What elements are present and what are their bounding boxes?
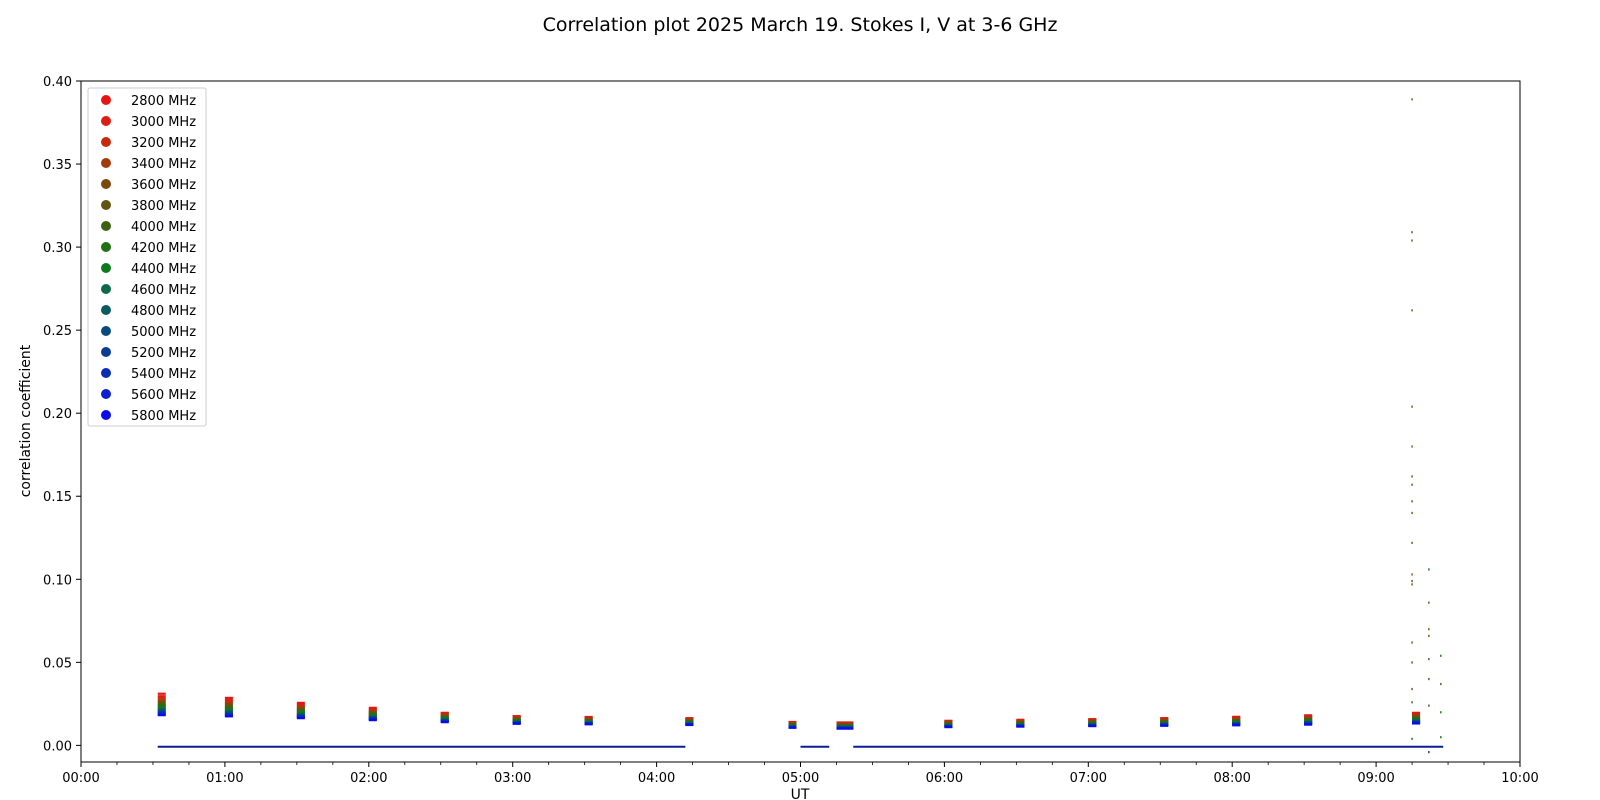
legend-marker bbox=[101, 389, 111, 399]
data-layer bbox=[157, 98, 1444, 754]
y-axis-label: correlation coefficient bbox=[18, 344, 34, 497]
legend-label: 4800 MHz bbox=[131, 304, 196, 319]
legend-label: 3600 MHz bbox=[131, 178, 196, 193]
legend-marker bbox=[101, 284, 111, 294]
legend-marker bbox=[101, 326, 111, 336]
series-3000-mhz bbox=[157, 695, 1421, 725]
outlier-point bbox=[1411, 445, 1413, 448]
y-tick-label: 0.05 bbox=[43, 656, 72, 671]
legend-label: 4400 MHz bbox=[131, 262, 196, 277]
outlier-point bbox=[1411, 541, 1413, 544]
y-tick-label: 0.00 bbox=[43, 739, 72, 754]
legend-marker bbox=[101, 347, 111, 357]
outlier-point bbox=[1428, 677, 1430, 681]
legend-label: 4600 MHz bbox=[131, 283, 196, 298]
y-tick-label: 0.30 bbox=[43, 241, 72, 256]
x-tick-label: 00:00 bbox=[62, 771, 99, 786]
x-axis: 00:00 01:00 02:00 03:00 04:00 05:00 06:00 07:00… bbox=[62, 762, 1539, 786]
outlier-point bbox=[1411, 239, 1413, 242]
legend-marker bbox=[101, 410, 111, 420]
legend-label: 5200 MHz bbox=[131, 346, 196, 361]
outlier-point bbox=[1411, 475, 1413, 478]
outlier-point bbox=[1411, 573, 1413, 576]
x-tick-label: 06:00 bbox=[926, 771, 963, 786]
legend-marker bbox=[101, 116, 111, 126]
x-tick-label: 09:00 bbox=[1357, 771, 1394, 786]
outlier-point bbox=[1428, 634, 1430, 637]
outlier-point bbox=[1428, 704, 1430, 707]
plot-frame bbox=[80, 80, 1521, 763]
outlier-point bbox=[1411, 483, 1413, 486]
series-5800-mhz bbox=[157, 714, 1421, 730]
outlier-point bbox=[1411, 231, 1413, 234]
legend-label: 4200 MHz bbox=[131, 241, 196, 256]
outlier-point bbox=[1411, 687, 1413, 691]
legend-marker bbox=[101, 158, 111, 168]
legend-marker bbox=[101, 137, 111, 147]
legend-marker bbox=[101, 221, 111, 231]
legend-marker bbox=[101, 200, 111, 210]
legend-label: 3400 MHz bbox=[131, 157, 196, 172]
x-tick-label: 05:00 bbox=[782, 771, 819, 786]
legend-label: 3200 MHz bbox=[131, 136, 196, 151]
legend-marker bbox=[101, 242, 111, 252]
x-tick-label: 04:00 bbox=[638, 771, 675, 786]
legend-marker bbox=[101, 263, 111, 273]
legend-marker bbox=[101, 95, 111, 105]
outlier-point bbox=[1440, 736, 1442, 739]
legend-label: 3800 MHz bbox=[131, 199, 196, 214]
outlier-point bbox=[1411, 511, 1413, 515]
legend-box bbox=[87, 87, 207, 427]
outlier-point bbox=[1411, 583, 1413, 586]
y-tick-label: 0.35 bbox=[43, 158, 72, 173]
outlier-point bbox=[1411, 405, 1413, 408]
outlier-point bbox=[1428, 751, 1430, 754]
legend-marker bbox=[101, 305, 111, 315]
outlier-point bbox=[1411, 641, 1413, 644]
series-3200-mhz bbox=[157, 697, 1421, 725]
outlier-point bbox=[1411, 500, 1413, 503]
x-tick-label: 07:00 bbox=[1070, 771, 1107, 786]
legend-marker bbox=[101, 368, 111, 378]
outlier-point bbox=[1411, 661, 1413, 664]
outlier-point bbox=[1411, 701, 1413, 704]
legend-label: 5400 MHz bbox=[131, 367, 196, 382]
legend-label: 3000 MHz bbox=[131, 115, 196, 130]
x-tick-label: 10:00 bbox=[1501, 771, 1538, 786]
outlier-point bbox=[1428, 628, 1430, 631]
outlier-point bbox=[1411, 309, 1413, 312]
x-tick-label: 08:00 bbox=[1213, 771, 1250, 786]
series-2800-mhz bbox=[157, 692, 1421, 724]
x-axis-label: UT bbox=[791, 787, 810, 800]
outlier-point bbox=[1411, 579, 1413, 583]
y-tick-label: 0.25 bbox=[43, 324, 72, 339]
legend-label: 2800 MHz bbox=[131, 94, 196, 109]
y-axis: 0.00 0.05 0.10 0.15 0.20 0.25 0.30 0.35 0.40 bbox=[43, 75, 81, 754]
outlier-point bbox=[1428, 568, 1430, 571]
y-tick-label: 0.15 bbox=[43, 490, 72, 505]
y-tick-label: 0.20 bbox=[43, 407, 72, 422]
legend-label: 5000 MHz bbox=[131, 325, 196, 340]
legend-marker bbox=[101, 179, 111, 189]
outlier-point bbox=[1440, 682, 1442, 686]
legend-label: 4000 MHz bbox=[131, 220, 196, 235]
outlier-point bbox=[1428, 658, 1430, 661]
series-3400-mhz bbox=[157, 699, 1421, 726]
y-tick-label: 0.10 bbox=[43, 573, 72, 588]
outlier-point bbox=[1440, 711, 1442, 714]
outlier-point bbox=[1411, 98, 1413, 101]
x-tick-label: 03:00 bbox=[494, 771, 531, 786]
outlier-point bbox=[1428, 601, 1430, 604]
y-tick-label: 0.40 bbox=[43, 75, 72, 90]
x-tick-label: 02:00 bbox=[350, 771, 387, 786]
x-tick-label: 01:00 bbox=[206, 771, 243, 786]
legend: 2800 MHz 3000 MHz 3200 MHz 3400 MHz 3600 MHz… bbox=[87, 87, 207, 427]
legend-label: 5600 MHz bbox=[131, 388, 196, 403]
outlier-point bbox=[1440, 654, 1442, 657]
outlier-point bbox=[1411, 737, 1413, 740]
legend-label: 5800 MHz bbox=[131, 409, 196, 424]
chart-title: Correlation plot 2025 March 19. Stokes I… bbox=[543, 14, 1058, 36]
